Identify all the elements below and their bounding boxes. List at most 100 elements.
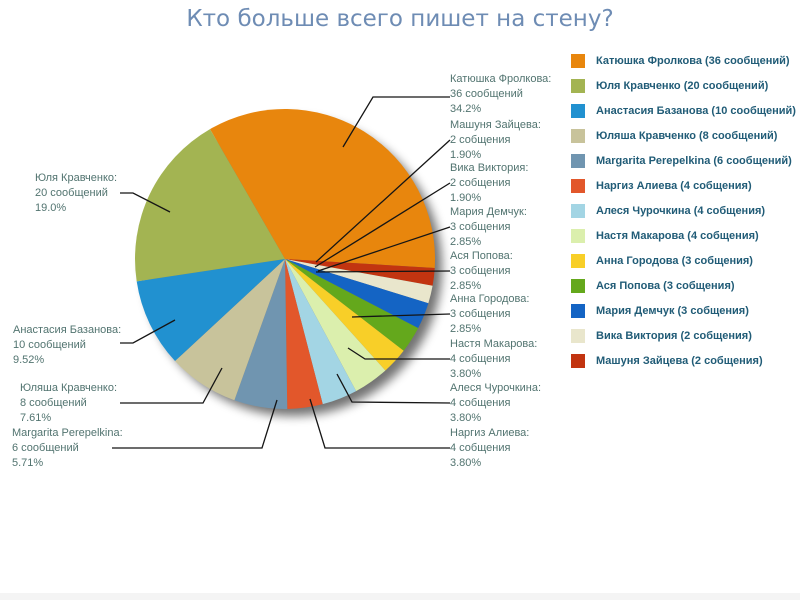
callout-yulya: Юля Кравченко: 20 сообщений 19.0% — [35, 171, 117, 216]
callout-percent: 3.80% — [450, 412, 482, 424]
leader-line-margarita — [112, 399, 278, 449]
callout-count: 36 сообщений — [450, 88, 523, 100]
callout-name: Анна Городова: — [450, 293, 530, 305]
callout-katyushka: Катюшка Фролкова: 36 сообщений 34.2% — [450, 72, 551, 117]
callout-name: Анастасия Базанова: — [13, 324, 122, 336]
callout-percent: 34.2% — [450, 103, 482, 115]
callout-count: 2 собщения — [450, 177, 511, 189]
callout-percent: 1.90% — [450, 192, 482, 204]
leader-line-yulya — [120, 192, 171, 213]
pie-slice-10 — [285, 259, 429, 329]
leader-line-vika — [314, 182, 451, 268]
callout-name: Юля Кравченко: — [35, 172, 118, 184]
leader-line-nastya — [347, 347, 450, 360]
callout-mariya: Мария Демчук: 3 собщения 2.85% — [450, 205, 527, 250]
callout-name: Наргиз Алиева: — [450, 427, 530, 439]
legend-label: Margarita Perepelkina (6 сообщений) — [596, 154, 792, 167]
legend-item: Анастасия Базанова (10 сообщений) — [571, 98, 796, 123]
callout-percent: 1.90% — [450, 149, 482, 161]
callout-count: 4 собщения — [450, 397, 511, 409]
legend-swatch — [571, 153, 585, 168]
legend-item: Margarita Perepelkina (6 сообщений) — [571, 148, 796, 173]
pie-slice-4 — [234, 259, 288, 409]
callout-percent: 2.85% — [450, 323, 482, 335]
leader-line-nargiz — [309, 398, 450, 449]
pie-slice-6 — [285, 259, 357, 405]
legend-swatch — [571, 178, 585, 193]
pie-slice-1 — [135, 129, 285, 282]
pie-slice-5 — [285, 259, 323, 409]
legend-item: Ася Попова (3 собщения) — [571, 273, 796, 298]
callout-count: 3 собщения — [450, 221, 511, 233]
callout-percent: 3.80% — [450, 457, 482, 469]
callout-count: 4 собщения — [450, 442, 511, 454]
callout-alesya: Алеся Чурочкина: 4 собщения 3.80% — [450, 381, 541, 426]
legend-item: Машуня Зайцева (2 собщения) — [571, 348, 796, 373]
legend-label: Анастасия Базанова (10 сообщений) — [596, 104, 796, 117]
callout-count: 10 сообщений — [13, 339, 86, 351]
legend-label: Машуня Зайцева (2 собщения) — [596, 354, 763, 367]
legend-swatch — [571, 228, 585, 243]
leader-line-anastasiya — [120, 319, 176, 344]
legend-label: Юляша Кравченко (8 сообщений) — [596, 129, 778, 142]
leader-line-anna — [351, 313, 451, 318]
callout-percent: 2.85% — [450, 280, 482, 292]
pie-slice-9 — [285, 259, 419, 351]
leader-lines — [112, 96, 451, 449]
legend-item: Вика Виктория (2 собщения) — [571, 323, 796, 348]
leader-line-katyushka — [342, 96, 450, 148]
callout-count: 3 собщения — [450, 308, 511, 320]
pie-slice-3 — [175, 259, 285, 401]
callout-name: Катюшка Фролкова: — [450, 73, 552, 85]
legend-label: Юля Кравченко (20 сообщений) — [596, 79, 769, 92]
callout-name: Юляша Кравченко: — [20, 382, 118, 394]
legend-swatch — [571, 303, 585, 318]
legend-item: Катюшка Фролкова (36 сообщений) — [571, 48, 796, 73]
legend-label: Вика Виктория (2 собщения) — [596, 329, 752, 342]
callout-anastasiya: Анастасия Базанова: 10 сообщений 9.52% — [13, 323, 121, 368]
legend-item: Мария Демчук (3 собщения) — [571, 298, 796, 323]
legend-swatch — [571, 78, 585, 93]
callout-count: 2 собщения — [450, 134, 511, 146]
legend-label: Наргиз Алиева (4 собщения) — [596, 179, 752, 192]
legend-label: Алеся Чурочкина (4 собщения) — [596, 204, 766, 217]
callout-name: Настя Макарова: — [450, 338, 538, 350]
callout-vika: Вика Виктория: 2 собщения 1.90% — [450, 161, 528, 206]
leader-line-mariya — [317, 226, 451, 272]
pie-slice-7 — [285, 259, 386, 392]
leader-line-yulyasha — [120, 367, 223, 404]
callout-count: 3 собщения — [450, 265, 511, 277]
bottom-strip — [0, 593, 800, 600]
callout-margarita: Margarita Perepelkina: 6 сообщений 5.71% — [12, 426, 123, 471]
pie-slice-12 — [285, 259, 435, 286]
callout-anna: Анна Городова: 3 собщения 2.85% — [450, 292, 529, 337]
callout-percent: 9.52% — [13, 354, 45, 366]
legend-item: Наргиз Алиева (4 собщения) — [571, 173, 796, 198]
legend-label: Ася Попова (3 собщения) — [596, 279, 735, 292]
callout-count: 4 собщения — [450, 353, 511, 365]
legend-label: Анна Городова (3 собщения) — [596, 254, 753, 267]
callout-name: Машуня Зайцева: — [450, 119, 541, 131]
callout-name: Ася Попова: — [450, 250, 513, 262]
legend-item: Юля Кравченко (20 сообщений) — [571, 73, 796, 98]
callout-percent: 2.85% — [450, 236, 482, 248]
pie-slices-group — [135, 109, 435, 409]
callout-percent: 3.80% — [450, 368, 482, 380]
legend-label: Катюшка Фролкова (36 сообщений) — [596, 54, 790, 67]
legend-item: Алеся Чурочкина (4 собщения) — [571, 198, 796, 223]
callout-percent: 19.0% — [35, 202, 67, 214]
legend-swatch — [571, 128, 585, 143]
leader-line-asya — [315, 270, 451, 273]
callout-name: Margarita Perepelkina: — [12, 427, 123, 439]
callout-nargiz: Наргиз Алиева: 4 собщения 3.80% — [450, 426, 529, 471]
leader-line-alesya — [336, 373, 451, 404]
legend-swatch — [571, 278, 585, 293]
callout-percent: 7.61% — [20, 412, 52, 424]
callout-name: Алеся Чурочкина: — [450, 382, 542, 394]
pie-slice-8 — [285, 259, 404, 371]
legend-swatch — [571, 253, 585, 268]
chart-legend: Катюшка Фролкова (36 сообщений) Юля Крав… — [571, 48, 796, 373]
legend-label: Настя Макарова (4 собщения) — [596, 229, 759, 242]
